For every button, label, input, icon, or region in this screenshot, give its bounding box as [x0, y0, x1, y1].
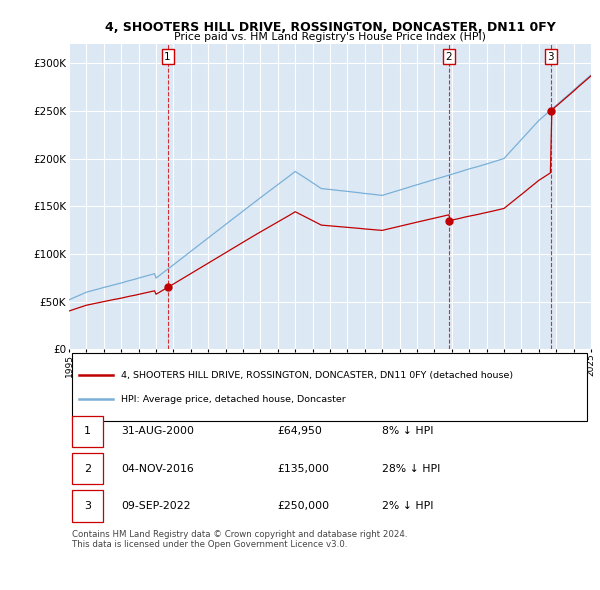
Text: Price paid vs. HM Land Registry's House Price Index (HPI): Price paid vs. HM Land Registry's House …: [174, 32, 486, 42]
Text: 4, SHOOTERS HILL DRIVE, ROSSINGTON, DONCASTER, DN11 0FY: 4, SHOOTERS HILL DRIVE, ROSSINGTON, DONC…: [104, 21, 556, 34]
FancyBboxPatch shape: [71, 453, 103, 484]
Text: £64,950: £64,950: [278, 426, 323, 436]
Text: 28% ↓ HPI: 28% ↓ HPI: [382, 464, 440, 474]
Text: 1: 1: [84, 426, 91, 436]
Text: £250,000: £250,000: [278, 501, 330, 511]
Text: 1: 1: [164, 52, 171, 62]
Text: HPI: Average price, detached house, Doncaster: HPI: Average price, detached house, Donc…: [121, 395, 346, 404]
Text: Contains HM Land Registry data © Crown copyright and database right 2024.
This d: Contains HM Land Registry data © Crown c…: [71, 530, 407, 549]
Text: 2% ↓ HPI: 2% ↓ HPI: [382, 501, 434, 511]
Text: 09-SEP-2022: 09-SEP-2022: [121, 501, 191, 511]
Text: 3: 3: [84, 501, 91, 511]
Text: 3: 3: [548, 52, 554, 62]
FancyBboxPatch shape: [71, 490, 103, 522]
Text: 2: 2: [84, 464, 91, 474]
FancyBboxPatch shape: [71, 416, 103, 447]
Text: 4, SHOOTERS HILL DRIVE, ROSSINGTON, DONCASTER, DN11 0FY (detached house): 4, SHOOTERS HILL DRIVE, ROSSINGTON, DONC…: [121, 371, 514, 380]
Text: £135,000: £135,000: [278, 464, 330, 474]
Text: 8% ↓ HPI: 8% ↓ HPI: [382, 426, 434, 436]
FancyBboxPatch shape: [71, 353, 587, 421]
Text: 04-NOV-2016: 04-NOV-2016: [121, 464, 194, 474]
Text: 2: 2: [446, 52, 452, 62]
Text: 31-AUG-2000: 31-AUG-2000: [121, 426, 194, 436]
